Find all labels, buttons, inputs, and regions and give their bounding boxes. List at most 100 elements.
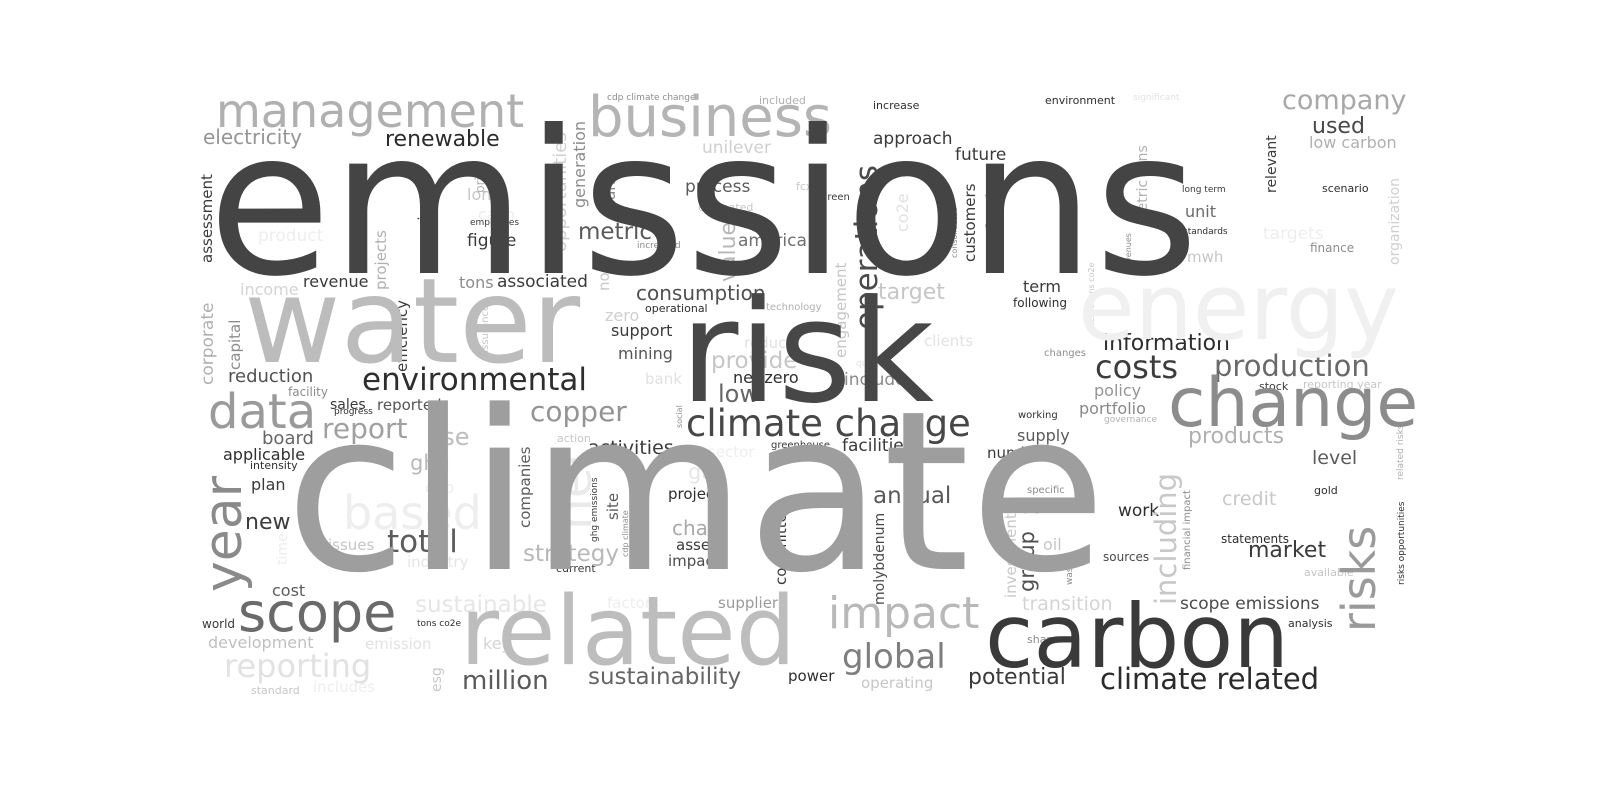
word-tons-co2e: tons co2e xyxy=(417,619,462,629)
word-support: support xyxy=(611,321,673,340)
word-sustainable: sustainable xyxy=(415,592,547,618)
word-renewable: renewable xyxy=(385,127,500,152)
word-standards: standards xyxy=(1183,227,1228,237)
word-total: total xyxy=(387,524,458,560)
word-electricity: electricity xyxy=(203,125,303,149)
word-physical: physical xyxy=(1024,505,1061,515)
word-market: market xyxy=(1248,538,1327,563)
word-board: board xyxy=(262,428,314,449)
word-portfolio: portfolio xyxy=(1079,399,1146,418)
word-applicable: applicable xyxy=(223,445,306,464)
word-income: income xyxy=(240,280,299,299)
word-financial-impact: financial impact xyxy=(1182,490,1193,570)
word-unilever: unilever xyxy=(702,138,771,158)
word-supply: supply xyxy=(1017,426,1070,445)
word-following: following xyxy=(1013,296,1067,310)
word-company: company xyxy=(1282,85,1407,116)
word-green: green xyxy=(821,192,850,203)
word-america: america xyxy=(738,231,807,251)
word-assets: assets xyxy=(676,536,724,554)
word-base: base xyxy=(930,549,966,567)
word-work: work xyxy=(1118,501,1160,521)
word-long: long xyxy=(467,185,502,204)
word-technology: technology xyxy=(766,302,822,313)
word-future: future xyxy=(955,145,1007,165)
word-stock: stock xyxy=(1259,380,1289,393)
word-year: year xyxy=(194,475,254,592)
word-cdp-climate-change: cdp climate change xyxy=(607,93,696,103)
word-facility: facility xyxy=(288,385,328,399)
word-governance: governance xyxy=(1104,415,1158,425)
word-management: management xyxy=(216,84,525,138)
word-reporting: reporting xyxy=(224,647,372,685)
word-employees: employees xyxy=(470,218,520,228)
word-significant: significant xyxy=(1133,93,1180,103)
word-issues: issues xyxy=(328,536,375,554)
word-related: related xyxy=(460,577,797,687)
word-scenario: scenario xyxy=(1322,182,1369,195)
word-products: products xyxy=(1188,424,1285,449)
word-consumption: consumption xyxy=(636,281,766,305)
word-climate-related: climate related xyxy=(1100,662,1320,696)
word-transition: transition xyxy=(1022,593,1113,615)
word-cost: cost xyxy=(272,581,306,600)
word-figure: figure xyxy=(467,231,517,251)
word-environmental: environmental xyxy=(362,362,588,398)
word-statements: statements xyxy=(1221,532,1290,546)
word-low-carbon: low carbon xyxy=(1309,133,1397,152)
word-operational: operational xyxy=(645,302,708,315)
word-cdp: cdp xyxy=(425,478,455,497)
word-tons: tons xyxy=(459,273,494,292)
word-sources: sources xyxy=(1103,550,1150,564)
word-operating: operating xyxy=(861,674,934,692)
word-new: new xyxy=(245,510,291,535)
word-power: power xyxy=(788,667,835,685)
word-long-term: long term xyxy=(1182,185,1226,195)
word-policy: policy xyxy=(1094,381,1142,400)
word-standard: standard xyxy=(251,684,300,697)
word-development: development xyxy=(208,633,314,652)
word-climate-change: climate change xyxy=(686,402,971,445)
word-increase: increase xyxy=(873,99,920,112)
word-organization: organization xyxy=(1387,177,1403,265)
word-included: included xyxy=(759,94,806,107)
word-activities: activities xyxy=(588,437,674,459)
word-low: low xyxy=(718,380,759,408)
word-environment: environment xyxy=(1045,94,1116,107)
word-information: information xyxy=(1103,331,1230,356)
word-million: million xyxy=(462,666,549,696)
word-gold: gold xyxy=(1314,484,1338,497)
word-available: available xyxy=(1304,566,1354,579)
word-key: key xyxy=(483,634,512,653)
word-change: change xyxy=(1168,364,1419,443)
word-annual: annual xyxy=(873,483,952,509)
word-revenue: revenue xyxy=(303,272,369,291)
word-impacts: impacts xyxy=(668,552,728,570)
word-working: working xyxy=(1018,410,1058,421)
word-emissions: emissions xyxy=(208,88,1199,321)
word-analysis: analysis xyxy=(1288,617,1333,630)
word-scope-emissions: scope emissions xyxy=(1180,594,1320,614)
word-share: share xyxy=(1027,633,1058,646)
word-targets: targets xyxy=(1263,224,1324,244)
word-relevant: relevant xyxy=(1264,135,1280,193)
word-cash: cash xyxy=(478,205,516,224)
word-industry: industry xyxy=(407,553,469,571)
word-costs: costs xyxy=(1095,348,1179,386)
word-global: global xyxy=(842,637,946,677)
word-suppliers: suppliers xyxy=(718,594,786,612)
word-esg: esg xyxy=(429,667,445,692)
word-clients: clients xyxy=(924,332,974,350)
word-gas: gas xyxy=(688,460,726,484)
word-greenhouse: greenhouse xyxy=(771,440,831,451)
word-based: based xyxy=(343,486,482,540)
word-associated: associated xyxy=(497,272,588,292)
word-unit: unit xyxy=(1185,202,1216,221)
word-sector: sector xyxy=(708,443,755,461)
word-risks-opportunities: risks opportunities xyxy=(1397,501,1407,585)
word-data: data xyxy=(208,384,317,440)
word-net-zero: net zero xyxy=(733,368,799,387)
word-ghg: ghg xyxy=(410,451,450,475)
word-world: world xyxy=(202,617,236,631)
word-carbon: carbon xyxy=(985,585,1289,688)
